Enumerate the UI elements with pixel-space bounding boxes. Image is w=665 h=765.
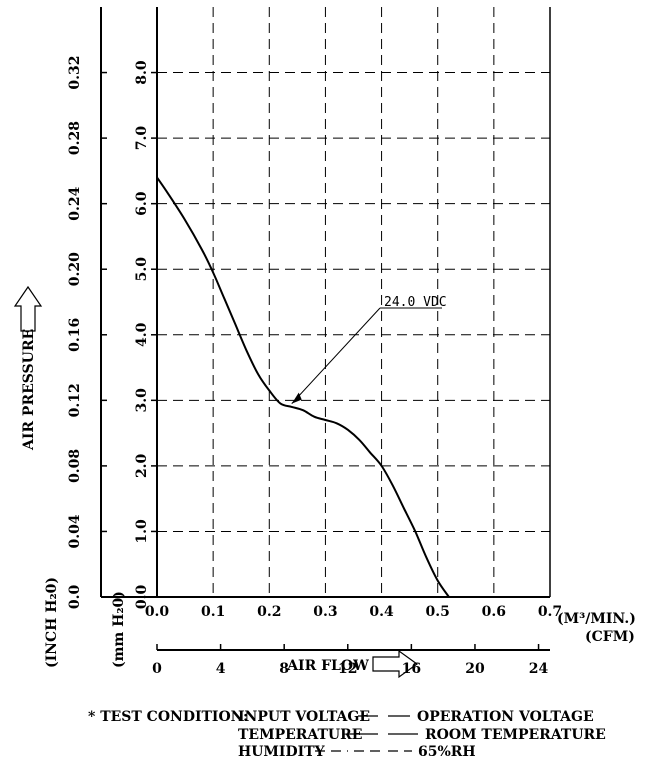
series-line-24vdc xyxy=(156,176,450,598)
annotation-leader-line xyxy=(291,307,381,404)
note-prefix: * TEST CONDITION: xyxy=(88,709,248,725)
axes xyxy=(100,7,551,651)
x-tick-label: 0.2 xyxy=(257,604,281,620)
tick-labels: 0.0 0.1 0.2 0.3 0.4 0.5 0.6 0.7 0 4 8 12 16 20 24 0.0 1.… xyxy=(67,56,562,677)
x-secondary-unit-label: (CFM) xyxy=(585,629,635,645)
y-tick-label: 7.0 xyxy=(134,126,150,151)
x-tick-label: 0.3 xyxy=(313,604,337,620)
series-label-24vdc: 24.0 VDC xyxy=(384,295,447,310)
y-tick-label: 2.0 xyxy=(134,453,150,478)
y-secondary-tick-label: 0.0 xyxy=(67,585,83,610)
x-axis-title: AIR FLOW xyxy=(286,658,369,674)
grid xyxy=(157,7,550,597)
x-secondary-tick-label: 8 xyxy=(279,661,289,677)
note-temperature: TEMPERATURE xyxy=(238,727,362,743)
curve-layer xyxy=(156,176,450,598)
y-tick-label: 8.0 xyxy=(134,60,150,85)
y-tick-label: 6.0 xyxy=(134,191,150,216)
y-secondary-tick-label: 0.04 xyxy=(67,514,83,548)
y-secondary-tick-label: 0.32 xyxy=(67,56,83,90)
test-condition-notes: * TEST CONDITION: INPUT VOLTAGE OPERATIO… xyxy=(88,709,606,760)
y-tick-label: 0.0 xyxy=(134,585,150,610)
note-65rh: 65%RH xyxy=(418,744,476,760)
y-secondary-tick-label: 0.12 xyxy=(67,383,83,417)
y-secondary-tick-label: 0.24 xyxy=(67,186,83,220)
x-tick-label: 0.5 xyxy=(426,604,450,620)
y-secondary-tick-label: 0.20 xyxy=(67,252,83,286)
y-tick-label: 1.0 xyxy=(134,519,150,544)
y-secondary-tick-label: 0.16 xyxy=(67,318,83,352)
note-operation-voltage: OPERATION VOLTAGE xyxy=(417,709,594,725)
note-room-temperature: ROOM TEMPERATURE xyxy=(425,727,606,743)
y-secondary-unit-label: (INCH H₂0) xyxy=(44,577,60,668)
x-tick-label: 0.0 xyxy=(145,604,170,620)
x-secondary-tick-label: 12 xyxy=(338,661,357,677)
y-unit-label: (mm H₂0) xyxy=(111,591,127,668)
x-secondary-tick-label: 0 xyxy=(152,661,162,677)
air-pressure-arrow-icon xyxy=(13,285,43,332)
note-humidity: HUMIDITY xyxy=(238,744,326,760)
x-secondary-tick-label: 4 xyxy=(216,661,226,677)
note-input-voltage: INPUT VOLTAGE xyxy=(238,709,370,725)
x-tick-label: 0.4 xyxy=(369,604,394,620)
x-tick-label: 0.6 xyxy=(482,604,506,620)
x-secondary-tick-label: 20 xyxy=(465,661,485,677)
x-unit-label: (M³/MIN.) xyxy=(557,611,636,627)
annotation-arrowhead-icon xyxy=(291,392,302,404)
x-secondary-tick-label: 24 xyxy=(529,661,549,677)
y-axis-title: AIR PRESSURE xyxy=(21,329,37,451)
air-flow-arrow-icon xyxy=(372,649,419,679)
y-secondary-tick-label: 0.08 xyxy=(67,449,83,483)
y-tick-label: 3.0 xyxy=(134,388,150,413)
y-tick-label: 4.0 xyxy=(134,322,150,347)
y-tick-label: 5.0 xyxy=(134,257,150,282)
x-tick-label: 0.7 xyxy=(538,604,562,620)
x-tick-label: 0.1 xyxy=(201,604,225,620)
y-secondary-tick-label: 0.28 xyxy=(67,121,83,155)
x-secondary-tick-label: 16 xyxy=(402,661,421,677)
